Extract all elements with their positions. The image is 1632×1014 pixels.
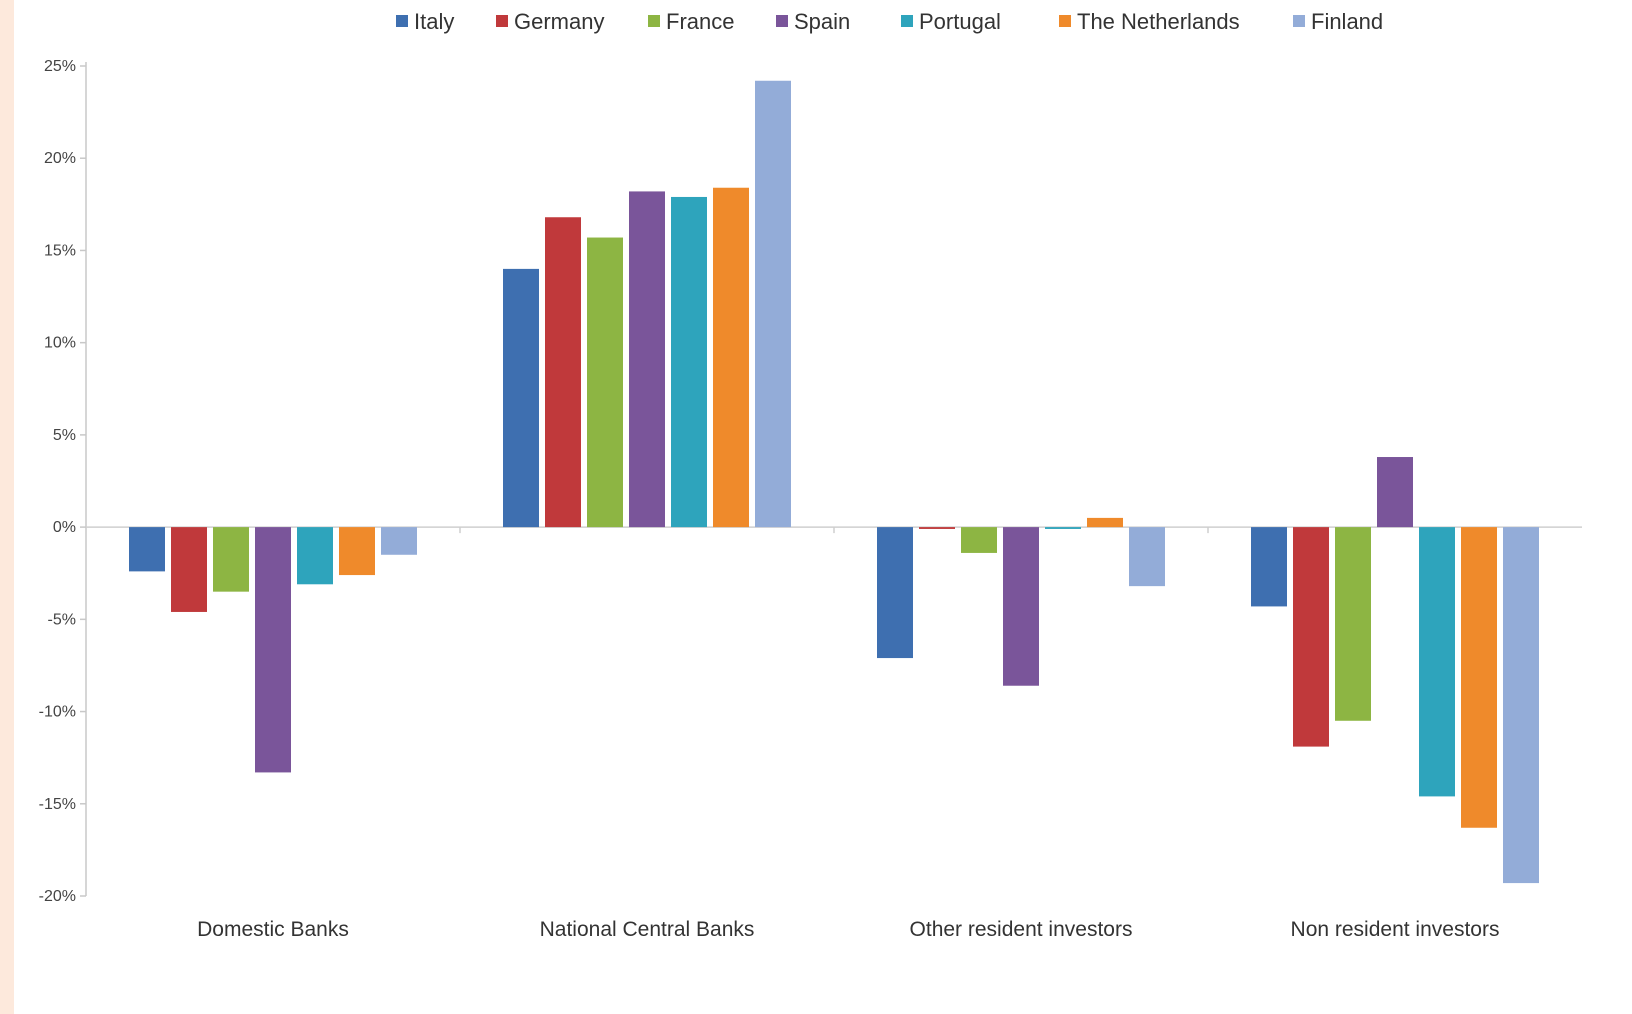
bar-germany-national-central-banks bbox=[545, 217, 581, 528]
y-tick-label: 5% bbox=[53, 427, 76, 444]
bar-italy-non-resident-investors bbox=[1251, 527, 1287, 607]
legend-swatch bbox=[1059, 15, 1071, 27]
category-label-non-resident-investors: Non resident investors bbox=[1291, 918, 1500, 941]
legend-swatch bbox=[396, 15, 408, 27]
y-tick-label: -5% bbox=[48, 611, 76, 628]
bar-spain-domestic-banks bbox=[255, 527, 291, 773]
bar-italy-domestic-banks bbox=[129, 527, 165, 572]
bar-france-national-central-banks bbox=[587, 237, 623, 528]
legend-label: Germany bbox=[514, 9, 604, 34]
y-tick-label: 20% bbox=[44, 150, 76, 167]
bar-portugal-domestic-banks bbox=[297, 527, 333, 585]
category-label-other-resident-investors: Other resident investors bbox=[910, 918, 1133, 941]
legend-item-portugal: Portugal bbox=[901, 9, 1001, 34]
legend-item-germany: Germany bbox=[496, 9, 604, 34]
bar-the-netherlands-national-central-banks bbox=[713, 187, 749, 528]
legend-item-the-netherlands: The Netherlands bbox=[1059, 9, 1240, 34]
bar-the-netherlands-other-resident-investors bbox=[1087, 517, 1123, 528]
bar-portugal-national-central-banks bbox=[671, 196, 707, 528]
legend-label: France bbox=[666, 9, 734, 34]
y-tick-label: 10% bbox=[44, 335, 76, 352]
bar-finland-other-resident-investors bbox=[1129, 527, 1165, 587]
bar-spain-non-resident-investors bbox=[1377, 457, 1413, 528]
category-labels: Domestic Banks National Central Banks Othe… bbox=[197, 918, 1499, 941]
bar-italy-national-central-banks bbox=[503, 268, 539, 528]
legend-label: Finland bbox=[1311, 9, 1383, 34]
legend-swatch bbox=[901, 15, 913, 27]
legend-swatch bbox=[496, 15, 508, 27]
bar-germany-other-resident-investors bbox=[919, 527, 955, 529]
category-label-domestic-banks: Domestic Banks bbox=[197, 918, 349, 941]
bar-germany-non-resident-investors bbox=[1293, 527, 1329, 747]
bar-italy-other-resident-investors bbox=[877, 527, 913, 659]
bar-portugal-other-resident-investors bbox=[1045, 527, 1081, 529]
bar-finland-domestic-banks bbox=[381, 527, 417, 555]
legend-label: Portugal bbox=[919, 9, 1001, 34]
legend-label: Italy bbox=[414, 9, 454, 34]
y-tick-label: 0% bbox=[53, 519, 76, 536]
y-tick-label: -15% bbox=[39, 796, 76, 813]
legend-label: Spain bbox=[794, 9, 850, 34]
legend: Italy Germany France Spain Portugal The Nethe… bbox=[396, 9, 1383, 34]
bar-france-other-resident-investors bbox=[961, 527, 997, 553]
bar-chart: Italy Germany France Spain Portugal The Nethe… bbox=[39, 9, 1582, 941]
y-tick-label: -20% bbox=[39, 888, 76, 905]
legend-item-italy: Italy bbox=[396, 9, 454, 34]
chart-frame: Italy Germany France Spain Portugal The Nethe… bbox=[14, 0, 1632, 1014]
legend-item-spain: Spain bbox=[776, 9, 850, 34]
bars bbox=[129, 80, 1539, 884]
category-label-national-central-banks: National Central Banks bbox=[540, 918, 755, 941]
legend-item-france: France bbox=[648, 9, 734, 34]
bar-the-netherlands-non-resident-investors bbox=[1461, 527, 1497, 828]
y-axis: 25% 20% 15% 10% 5% 0% -5% -10% -15% -20% bbox=[39, 58, 1582, 905]
y-tick-label: 15% bbox=[44, 242, 76, 259]
legend-swatch bbox=[776, 15, 788, 27]
bar-finland-non-resident-investors bbox=[1503, 527, 1539, 884]
legend-item-finland: Finland bbox=[1293, 9, 1383, 34]
legend-label: The Netherlands bbox=[1077, 9, 1240, 34]
bar-germany-domestic-banks bbox=[171, 527, 207, 612]
y-tick-label: -10% bbox=[39, 704, 76, 721]
bar-spain-national-central-banks bbox=[629, 191, 665, 528]
bar-france-domestic-banks bbox=[213, 527, 249, 592]
legend-swatch bbox=[648, 15, 660, 27]
bar-portugal-non-resident-investors bbox=[1419, 527, 1455, 797]
y-tick-label: 25% bbox=[44, 58, 76, 75]
bar-finland-national-central-banks bbox=[755, 80, 791, 528]
legend-swatch bbox=[1293, 15, 1305, 27]
bar-spain-other-resident-investors bbox=[1003, 527, 1039, 686]
bar-france-non-resident-investors bbox=[1335, 527, 1371, 721]
bar-the-netherlands-domestic-banks bbox=[339, 527, 375, 576]
